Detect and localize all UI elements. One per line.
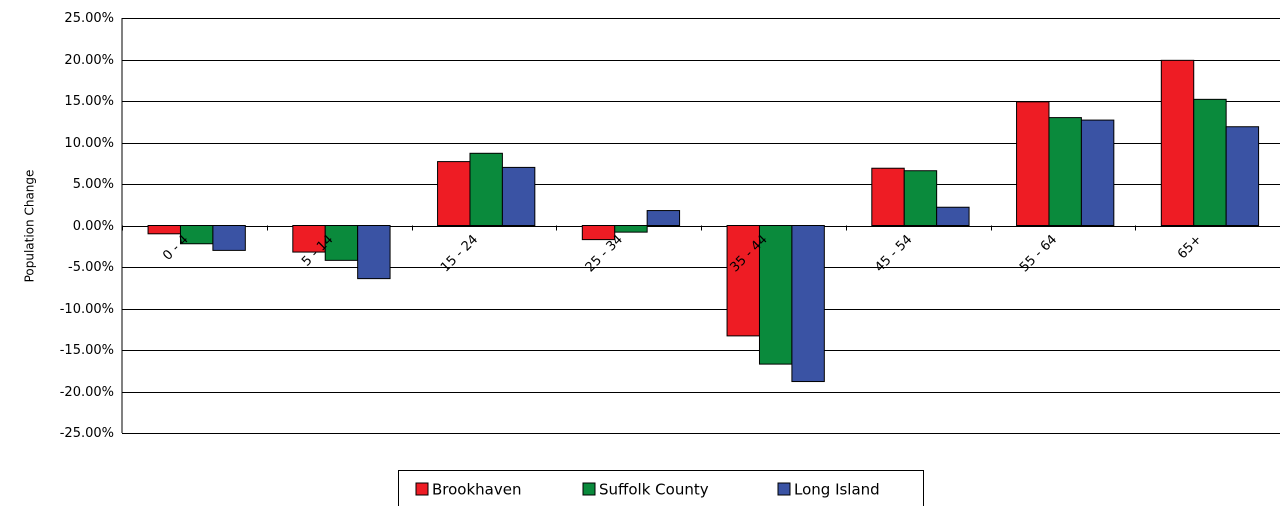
y-tick-label: 25.00% (64, 11, 114, 26)
legend-label: Long Island (794, 481, 880, 499)
bar (646, 210, 681, 226)
y-tick-label: 5.00% (73, 177, 114, 192)
bar (437, 161, 471, 226)
legend-box (398, 470, 924, 506)
y-tick-label: 20.00% (64, 53, 114, 68)
bar (147, 225, 181, 235)
legend-label: Suffolk County (599, 481, 709, 499)
y-tick-label: -20.00% (60, 385, 114, 400)
y-axis-label: Population Change (23, 170, 37, 283)
x-tick-label: 55 - 64 (1017, 232, 1060, 275)
bar (1080, 119, 1115, 226)
bar (501, 166, 536, 226)
bar (1016, 101, 1050, 226)
bar (1160, 59, 1195, 226)
bar (726, 225, 760, 337)
y-tick-label: -10.00% (60, 302, 114, 317)
bar (1193, 98, 1227, 226)
bar (1048, 117, 1082, 226)
bar (469, 152, 503, 226)
bar (903, 170, 938, 226)
x-tick-label: 65+ (1175, 232, 1205, 262)
y-tick-label: 10.00% (64, 136, 114, 151)
bar (936, 206, 970, 227)
y-tick-label: 15.00% (64, 94, 114, 109)
bar (791, 225, 825, 383)
bar (614, 225, 648, 233)
x-tick-label: 15 - 24 (438, 232, 481, 275)
bar (357, 225, 391, 280)
y-tick-label: 0.00% (73, 219, 114, 234)
legend-swatch (415, 482, 429, 496)
bar (871, 167, 905, 226)
bar (1225, 126, 1260, 226)
y-tick-label: -25.00% (60, 426, 114, 441)
legend-label: Brookhaven (432, 481, 521, 499)
bar (758, 225, 793, 365)
y-tick-label: -15.00% (60, 343, 114, 358)
legend-swatch (582, 482, 596, 496)
x-tick-label: 45 - 54 (872, 232, 915, 275)
y-tick-label: -5.00% (68, 260, 114, 275)
bar (212, 225, 246, 251)
legend-swatch (777, 482, 791, 496)
